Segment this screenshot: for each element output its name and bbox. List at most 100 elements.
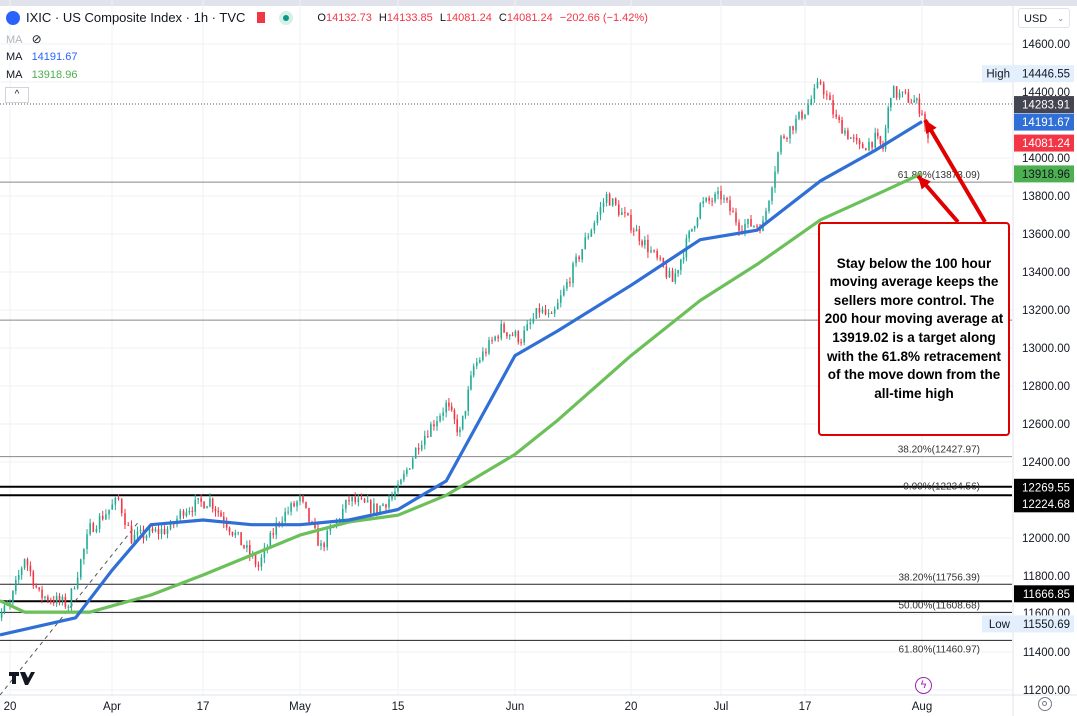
price-label-tag bbox=[1014, 65, 1074, 83]
candle-body bbox=[572, 263, 574, 284]
candle-body bbox=[52, 601, 55, 604]
candle-body bbox=[850, 137, 852, 139]
candle-body bbox=[699, 203, 702, 219]
candle-body bbox=[508, 334, 511, 337]
candle-body bbox=[157, 529, 160, 534]
candle-body bbox=[901, 91, 904, 93]
candle-body bbox=[890, 97, 892, 108]
candle-body bbox=[732, 211, 734, 213]
candle-body bbox=[641, 241, 643, 246]
candle-body bbox=[151, 528, 154, 532]
collapse-legend-button[interactable]: ^ bbox=[5, 87, 29, 103]
candle-body bbox=[382, 504, 384, 506]
indicator-ma-200[interactable]: MA 13918.96 bbox=[6, 69, 78, 81]
candle-body bbox=[810, 98, 813, 105]
candle-body bbox=[838, 116, 840, 120]
candle-body bbox=[514, 331, 517, 336]
candle-body bbox=[281, 521, 283, 523]
candle-body bbox=[581, 249, 583, 260]
indicator-ma-hidden[interactable]: MA ⊘ bbox=[6, 32, 42, 46]
candle-body bbox=[76, 577, 79, 589]
lightning-icon[interactable]: ϟ bbox=[915, 677, 932, 694]
candle-body bbox=[35, 585, 38, 588]
currency-select[interactable]: USD ⌄ bbox=[1018, 8, 1070, 28]
price-label: 14191.67 bbox=[1022, 117, 1070, 129]
candle-body bbox=[569, 282, 571, 284]
fib-level-label: 61.80%(13873.09) bbox=[898, 170, 980, 181]
candle-body bbox=[341, 508, 344, 520]
candle-body bbox=[852, 137, 855, 139]
candle-body bbox=[482, 351, 484, 361]
candle-body bbox=[605, 194, 608, 203]
candle-body bbox=[50, 600, 52, 602]
annotation-box[interactable]: Stay below the 100 hour moving average k… bbox=[818, 222, 1010, 436]
candle-body bbox=[470, 375, 472, 390]
candle-body bbox=[275, 522, 278, 535]
candle-body bbox=[423, 435, 426, 445]
candle-body bbox=[58, 595, 61, 602]
candle-body bbox=[614, 198, 617, 205]
candle-body bbox=[494, 336, 496, 341]
candle-body bbox=[433, 424, 435, 427]
candle-body bbox=[194, 499, 197, 512]
tradingview-logo-icon[interactable] bbox=[9, 672, 35, 685]
candle-body bbox=[403, 473, 405, 480]
symbol-title[interactable]: IXIC · US Composite Index · 1h · TVC bbox=[26, 10, 246, 25]
chevron-down-icon: ⌄ bbox=[1057, 14, 1064, 23]
candle-body bbox=[169, 522, 172, 530]
candle-body bbox=[822, 83, 825, 95]
candle-body bbox=[768, 200, 770, 212]
candle-body bbox=[120, 499, 123, 514]
time-tick-label: 20 bbox=[625, 701, 638, 713]
candle-body bbox=[290, 503, 292, 512]
time-tick-label: 20 bbox=[4, 701, 17, 713]
candle-body bbox=[847, 130, 849, 139]
candle-body bbox=[747, 218, 749, 224]
candle-body bbox=[70, 588, 73, 607]
candle-body bbox=[55, 595, 58, 604]
price-tick-label: 12800.00 bbox=[1022, 381, 1070, 393]
candle-body bbox=[916, 98, 918, 101]
candle-body bbox=[411, 458, 414, 469]
horizontal-levels: 61.80%(13873.09) 38.20%(12427.97) 0.00%(12… bbox=[0, 103, 1012, 655]
candle-body bbox=[394, 491, 396, 496]
candle-body bbox=[602, 202, 605, 208]
candle-body bbox=[414, 447, 417, 459]
trend-line[interactable] bbox=[0, 519, 141, 696]
annotation-arrows bbox=[916, 118, 987, 224]
candle-body bbox=[139, 529, 142, 532]
candle-body bbox=[720, 191, 722, 200]
annotation-arrow[interactable] bbox=[923, 118, 987, 224]
candle-body bbox=[753, 225, 755, 227]
candle-body bbox=[804, 114, 806, 119]
candle-body bbox=[20, 568, 23, 575]
indicator-ma-100[interactable]: MA 14191.67 bbox=[6, 51, 78, 63]
candle-body bbox=[674, 273, 677, 282]
candle-body bbox=[240, 532, 242, 546]
settings-gear-icon[interactable] bbox=[1038, 697, 1052, 711]
candle-body bbox=[15, 579, 17, 591]
candle-body bbox=[79, 559, 82, 578]
candle-body bbox=[541, 309, 544, 313]
candle-body bbox=[621, 212, 623, 216]
candle-body bbox=[320, 543, 322, 546]
candle-body bbox=[430, 424, 432, 437]
candle-body bbox=[644, 239, 646, 246]
candle-body bbox=[272, 533, 275, 535]
candle-body bbox=[801, 111, 803, 119]
flag-icon[interactable] bbox=[257, 12, 266, 23]
candle-body bbox=[354, 497, 357, 503]
eye-hidden-icon[interactable]: ⊘ bbox=[31, 32, 42, 46]
candle-body bbox=[92, 523, 95, 532]
candle-body bbox=[145, 535, 148, 539]
candles bbox=[0, 77, 929, 622]
candle-body bbox=[807, 104, 809, 115]
candle-body bbox=[397, 484, 399, 492]
candle-body bbox=[611, 198, 614, 206]
candle-body bbox=[511, 334, 514, 336]
candle-body bbox=[166, 529, 169, 534]
candle-body bbox=[182, 510, 185, 516]
candle-body bbox=[228, 527, 231, 532]
candle-body bbox=[308, 507, 310, 522]
